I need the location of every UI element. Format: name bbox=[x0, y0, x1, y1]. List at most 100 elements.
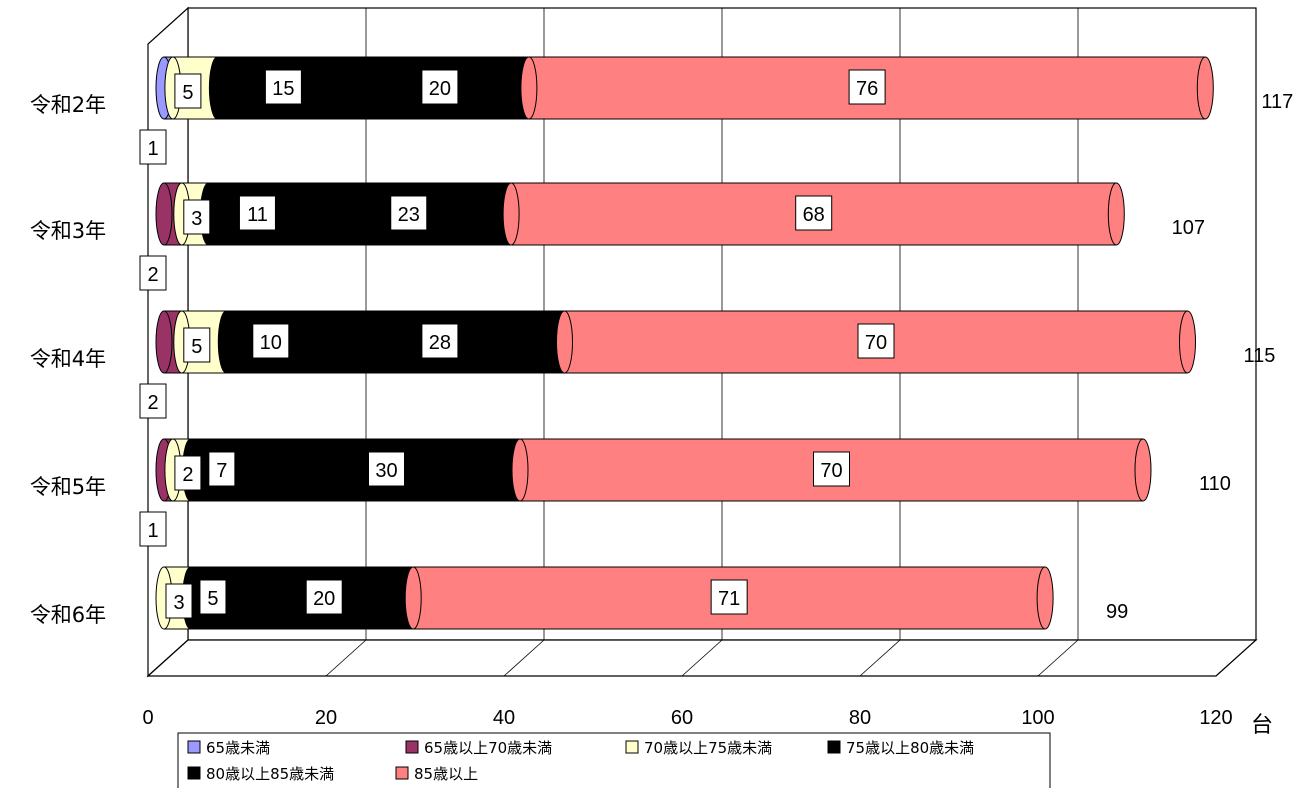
data-label: 1 bbox=[147, 138, 158, 160]
data-label: 7 bbox=[216, 460, 227, 482]
data-label: 2 bbox=[182, 464, 193, 486]
data-label: 30 bbox=[375, 460, 397, 482]
data-label: 71 bbox=[718, 588, 740, 610]
data-label: 70 bbox=[820, 460, 842, 482]
bar-segment-cap bbox=[155, 182, 173, 246]
data-label: 5 bbox=[191, 336, 202, 358]
bar-segment-cap bbox=[155, 310, 173, 374]
legend-swatch bbox=[187, 740, 201, 754]
legend-label: 65歳未満 bbox=[206, 739, 270, 757]
legend-label: 65歳以上70歳未満 bbox=[424, 739, 552, 757]
total-label: 117 bbox=[1261, 91, 1293, 113]
data-label: 2 bbox=[147, 392, 158, 414]
x-tick-label: 80 bbox=[849, 707, 871, 729]
legend-swatch bbox=[395, 766, 409, 780]
bar-end-cap bbox=[1179, 310, 1196, 374]
bar-segment-cap bbox=[502, 182, 520, 246]
bar-end-cap bbox=[1134, 438, 1152, 502]
total-label: 115 bbox=[1244, 345, 1276, 367]
bar-segment-cap bbox=[297, 182, 315, 246]
data-label-box bbox=[305, 579, 343, 615]
data-label-box bbox=[813, 451, 850, 487]
data-label: 3 bbox=[191, 208, 202, 230]
category-label: 令和4年 bbox=[30, 347, 106, 371]
data-label: 76 bbox=[856, 78, 878, 100]
legend: 65歳未満 65歳以上70歳未満 70歳以上75歳未満 75歳以上80歳未満 80歳以上… bbox=[177, 732, 1051, 788]
data-label-box bbox=[264, 69, 302, 105]
data-label: 5 bbox=[182, 82, 193, 104]
x-tick-label: 120 bbox=[1199, 707, 1232, 729]
bar-segment-cap bbox=[226, 566, 244, 630]
legend-swatch bbox=[625, 740, 639, 754]
bars bbox=[155, 56, 1214, 630]
data-label: 20 bbox=[313, 588, 335, 610]
data-label: 2 bbox=[147, 264, 158, 286]
bar-segment-cap bbox=[217, 310, 235, 374]
floor-gridline bbox=[503, 639, 545, 677]
x-unit-label: 台 bbox=[1251, 713, 1273, 738]
data-label-box bbox=[139, 383, 167, 419]
legend-label: 80歳以上85歳未満 bbox=[206, 765, 334, 783]
bar-segment-cap bbox=[208, 56, 226, 120]
category-label: 令和5年 bbox=[30, 475, 106, 499]
floor-gridline bbox=[681, 639, 723, 677]
category-label: 令和6年 bbox=[30, 603, 106, 627]
data-label: 20 bbox=[429, 78, 451, 100]
floor-gridline bbox=[1037, 639, 1079, 677]
legend-label: 75歳以上80歳未満 bbox=[846, 739, 974, 757]
bar-end-cap bbox=[1107, 182, 1125, 246]
legend-swatch bbox=[405, 740, 419, 754]
data-label: 1 bbox=[147, 520, 158, 542]
bar-segment-cap bbox=[244, 438, 262, 502]
bar-end-cap bbox=[1036, 566, 1054, 630]
floor-gridline bbox=[1215, 639, 1257, 677]
data-label-box bbox=[165, 583, 193, 619]
legend-label: 70歳以上75歳未満 bbox=[644, 739, 772, 757]
bar-segment-cap bbox=[556, 310, 573, 374]
data-label-box bbox=[183, 327, 211, 363]
bar-end-cap bbox=[1196, 56, 1214, 120]
data-label-box bbox=[710, 579, 748, 615]
data-label-box bbox=[795, 195, 833, 231]
data-label-box bbox=[368, 451, 405, 487]
data-label-box bbox=[139, 511, 167, 547]
floor-gridline bbox=[325, 639, 367, 677]
bar-segment-cap bbox=[520, 56, 538, 120]
data-label: 15 bbox=[272, 78, 294, 100]
x-tick-label: 0 bbox=[142, 707, 153, 729]
x-tick-label: 100 bbox=[1021, 707, 1054, 729]
bar-segment-cap bbox=[342, 56, 360, 120]
floor-gridline bbox=[859, 639, 901, 677]
data-label: 10 bbox=[260, 332, 282, 354]
data-label-box bbox=[252, 323, 290, 359]
data-label-box bbox=[857, 323, 895, 359]
data-label: 28 bbox=[429, 332, 451, 354]
category-label: 令和3年 bbox=[30, 219, 106, 243]
category-label: 令和2年 bbox=[30, 93, 106, 117]
data-label: 23 bbox=[398, 204, 420, 226]
data-label-box bbox=[390, 195, 428, 231]
x-tick-label: 20 bbox=[315, 707, 337, 729]
data-label-box bbox=[848, 69, 886, 105]
legend-box bbox=[177, 732, 1051, 788]
data-label-box bbox=[139, 129, 167, 165]
bar-segment-cap bbox=[306, 310, 324, 374]
data-label-box bbox=[139, 255, 167, 291]
data-label-box bbox=[421, 323, 459, 359]
data-label: 70 bbox=[865, 332, 887, 354]
data-label: 3 bbox=[173, 592, 184, 614]
data-label: 68 bbox=[803, 204, 825, 226]
legend-swatch bbox=[827, 740, 841, 754]
x-tick-label: 40 bbox=[493, 707, 515, 729]
data-label-box bbox=[174, 73, 202, 109]
x-axis: 0 20 40 60 80 100 120 台 bbox=[142, 707, 1273, 738]
total-label: 107 bbox=[1172, 217, 1205, 239]
data-label-box bbox=[183, 199, 211, 235]
data-label-box bbox=[199, 579, 227, 615]
legend-label: 85歳以上 bbox=[414, 765, 478, 783]
bar-segment-cap bbox=[404, 566, 422, 630]
total-label: 110 bbox=[1199, 473, 1231, 495]
